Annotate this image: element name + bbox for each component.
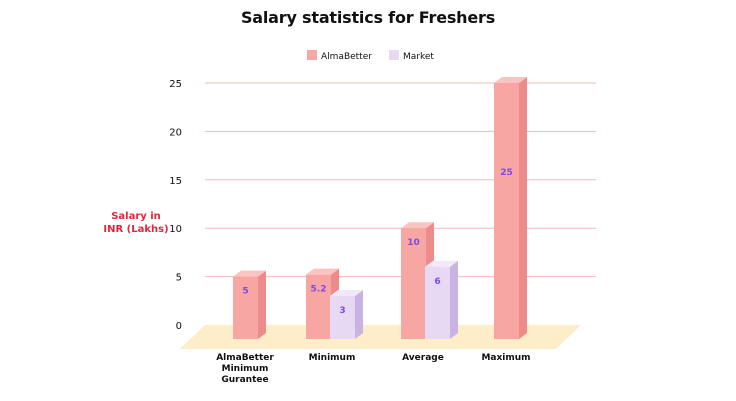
almabetter-data-label: 5 xyxy=(242,287,248,297)
y-tick-label: 20 xyxy=(169,127,182,138)
almabetter-bar-top xyxy=(401,222,434,229)
almabetter-bar xyxy=(401,228,426,339)
x-tick-label: Maximum xyxy=(481,353,530,363)
y-axis-label-line-2: INR (Lakhs) xyxy=(103,224,169,235)
x-tick-label: Minimum xyxy=(309,353,356,363)
legend-swatch xyxy=(389,50,399,60)
legend-label: AlmaBetter xyxy=(321,52,372,62)
almabetter-bar-top xyxy=(233,270,266,277)
almabetter-bar-side xyxy=(258,270,266,339)
almabetter-bar-top xyxy=(494,77,527,83)
almabetter-bar xyxy=(233,276,258,339)
x-tick-label: AlmaBetter xyxy=(216,353,274,363)
legend-label: Market xyxy=(403,52,434,62)
chart-title: Salary statistics for Freshers xyxy=(240,8,496,27)
market-bar xyxy=(425,266,450,339)
y-tick-label: 15 xyxy=(169,176,182,187)
market-bar-top xyxy=(425,260,458,267)
almabetter-bar-side xyxy=(519,77,527,339)
almabetter-data-label: 10 xyxy=(407,238,420,248)
market-bar-side xyxy=(355,289,363,339)
almabetter-bar-top xyxy=(306,268,339,275)
y-tick-label: 10 xyxy=(169,224,182,235)
x-tick-label: Gurantee xyxy=(221,375,268,385)
market-bar xyxy=(330,295,355,339)
y-tick-label: 5 xyxy=(176,273,182,284)
y-axis-label: Salary in INR (Lakhs) xyxy=(96,210,176,236)
almabetter-data-label: 25 xyxy=(500,168,513,178)
market-data-label: 6 xyxy=(434,277,440,287)
market-bar-side xyxy=(450,260,458,339)
market-data-label: 3 xyxy=(339,306,345,316)
y-tick-label: 25 xyxy=(169,79,182,90)
almabetter-bar xyxy=(306,274,331,339)
x-tick-label: Minimum xyxy=(222,364,269,374)
legend-swatch xyxy=(307,50,317,60)
chart-floor xyxy=(180,325,581,349)
y-tick-label: 0 xyxy=(176,321,182,332)
almabetter-data-label: 5.2 xyxy=(311,285,327,295)
x-tick-label: Average xyxy=(402,353,444,363)
market-bar-top xyxy=(330,289,363,296)
almabetter-bar xyxy=(494,83,519,339)
y-axis-label-line-1: Salary in xyxy=(111,211,161,222)
